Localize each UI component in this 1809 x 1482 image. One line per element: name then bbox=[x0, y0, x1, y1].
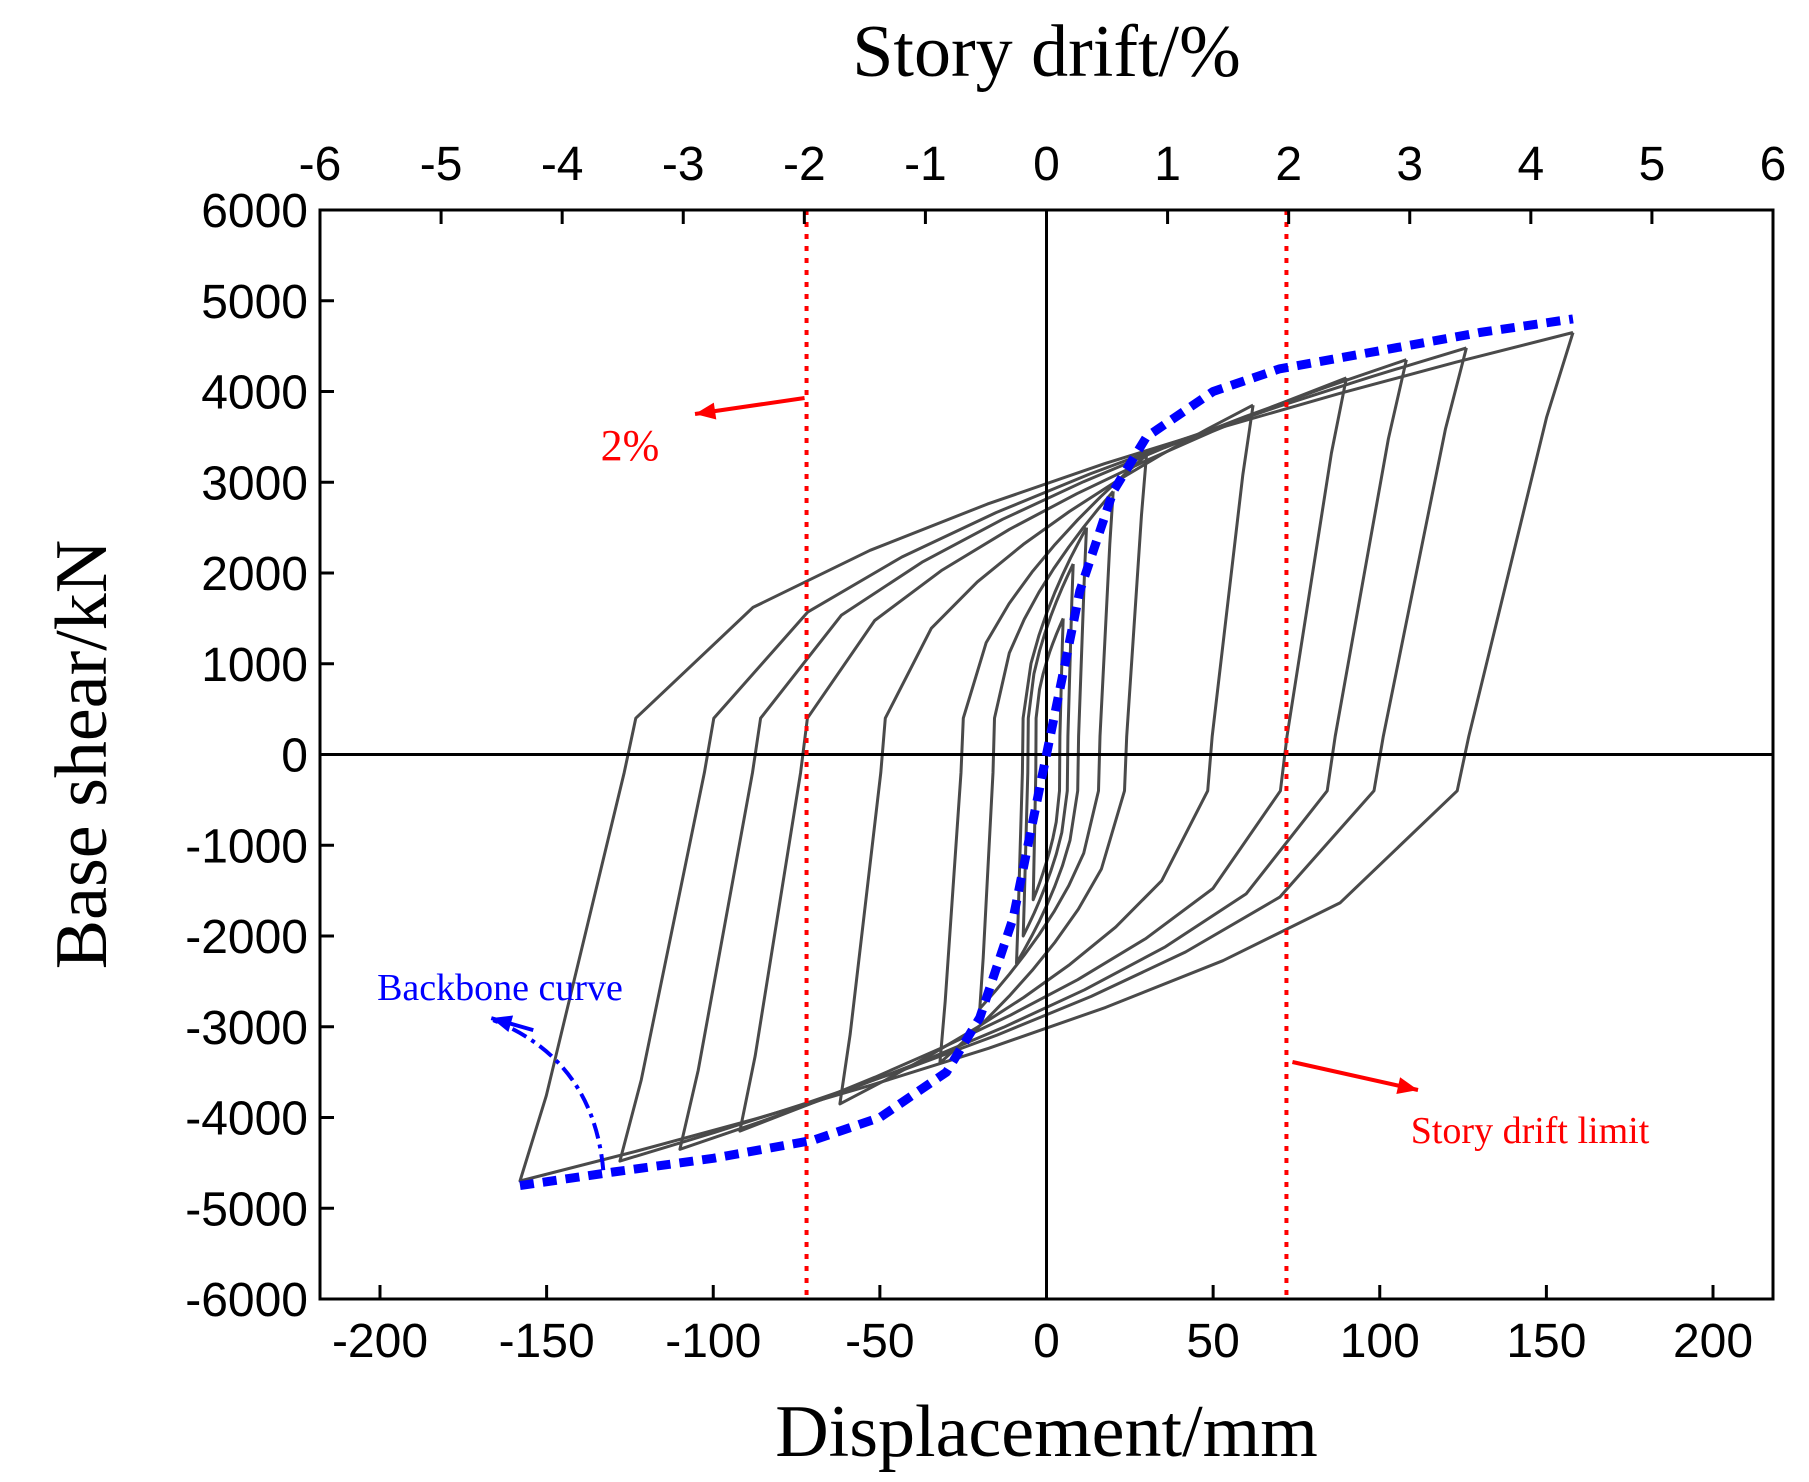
top-tick-label: -6 bbox=[299, 138, 342, 191]
hysteresis-loops bbox=[518, 331, 1575, 1183]
arrow-story-drift-limit bbox=[1292, 1060, 1419, 1092]
backbone-curve bbox=[519, 314, 1574, 1191]
top-axis-title: Story drift/% bbox=[852, 11, 1240, 93]
y-tick-label: 2000 bbox=[201, 548, 308, 601]
y-tick-label: -3000 bbox=[185, 1002, 308, 1055]
y-tick-label: 3000 bbox=[201, 457, 308, 510]
top-tick-label: 1 bbox=[1154, 138, 1181, 191]
backbone-curve-line bbox=[519, 314, 1574, 1191]
x-tick-label: -100 bbox=[665, 1315, 761, 1368]
hysteresis-loop bbox=[1031, 617, 1065, 902]
top-tick-label: -3 bbox=[662, 138, 705, 191]
annotation-2-percent: 2% bbox=[601, 421, 660, 470]
x-tick-label: -150 bbox=[499, 1315, 595, 1368]
y-tick-label: -1000 bbox=[185, 820, 308, 873]
y-tick-label: 0 bbox=[281, 730, 308, 783]
backbone-pointer-arrow-head bbox=[491, 1015, 514, 1032]
top-tick-label: 3 bbox=[1396, 138, 1423, 191]
top-tick-label: 4 bbox=[1517, 138, 1544, 191]
hysteresis-loop bbox=[838, 403, 1255, 1106]
y-tick-label: -6000 bbox=[185, 1274, 308, 1327]
axis-ticks bbox=[318, 208, 1775, 1301]
annotation-story-drift-limit: Story drift limit bbox=[1411, 1110, 1650, 1152]
top-tick-label: -4 bbox=[541, 138, 584, 191]
backbone-pointer bbox=[492, 1018, 606, 1171]
x-tick-label: 0 bbox=[1033, 1315, 1060, 1368]
hysteresis-loop bbox=[738, 376, 1348, 1133]
hysteresis-loop bbox=[518, 331, 1575, 1183]
hysteresis-loop bbox=[1021, 563, 1075, 938]
top-tick-label: -5 bbox=[420, 138, 463, 191]
x-tick-label: -200 bbox=[332, 1315, 428, 1368]
top-tick-label: -2 bbox=[783, 138, 826, 191]
y-tick-label: 5000 bbox=[201, 276, 308, 329]
arrow-story-drift-limit-head bbox=[1396, 1077, 1418, 1094]
x-tick-label: -50 bbox=[845, 1315, 914, 1368]
y-tick-label: -5000 bbox=[185, 1183, 308, 1236]
top-tick-label: 2 bbox=[1275, 138, 1302, 191]
hysteresis-loop bbox=[678, 358, 1408, 1151]
x-axis-title: Displacement/mm bbox=[775, 1391, 1318, 1473]
hysteresis-loop bbox=[978, 490, 1115, 1011]
y-tick-label: -2000 bbox=[185, 911, 308, 964]
x-tick-label: 50 bbox=[1186, 1315, 1239, 1368]
arrow-2-percent-head bbox=[695, 402, 717, 420]
x-tick-label: 150 bbox=[1506, 1315, 1586, 1368]
hysteresis-loop bbox=[618, 346, 1468, 1163]
y-tick-label: 6000 bbox=[201, 185, 308, 238]
top-tick-label: -1 bbox=[904, 138, 947, 191]
top-tick-label: 0 bbox=[1033, 138, 1060, 191]
x-tick-label: 100 bbox=[1340, 1315, 1420, 1368]
y-tick-label: -4000 bbox=[185, 1093, 308, 1146]
annotations bbox=[490, 396, 1419, 1171]
annotation-backbone-curve: Backbone curve bbox=[377, 967, 623, 1009]
y-tick-label: 1000 bbox=[201, 639, 308, 692]
drift-limit-lines bbox=[804, 210, 1289, 1299]
top-tick-label: 6 bbox=[1760, 138, 1787, 191]
x-tick-label: 200 bbox=[1673, 1315, 1753, 1368]
top-tick-label: 5 bbox=[1639, 138, 1666, 191]
y-tick-label: 4000 bbox=[201, 367, 308, 420]
tick-labels: -200 -150 -100 -50 0 50 100 150 200-6 -5 -4 -3 -2 -1 0… bbox=[185, 138, 1786, 1368]
y-axis-title: Base shear/kN bbox=[41, 540, 123, 969]
